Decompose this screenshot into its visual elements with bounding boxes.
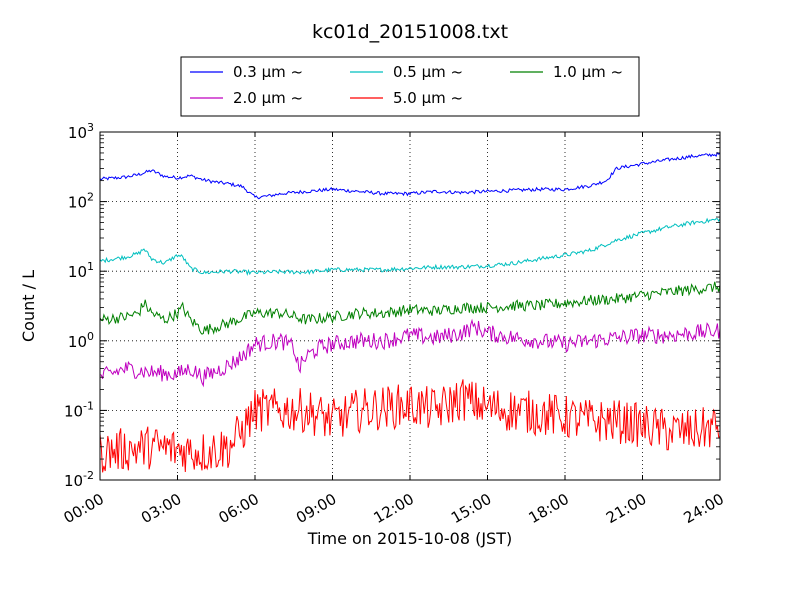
y-tick-exponent: 3 — [87, 121, 94, 134]
x-tick-label: 06:00 — [216, 490, 262, 527]
legend-label-3: 2.0 μm ~ — [233, 89, 303, 107]
legend-label-4: 5.0 μm ~ — [393, 89, 463, 107]
y-tick-label: 10-2 — [64, 469, 94, 490]
y-axis-label: Count / L — [19, 270, 38, 342]
y-tick-base: 10 — [68, 194, 87, 212]
series-line-1 — [99, 217, 721, 276]
axis-ticks: 00:00 03:00 06:00 09:00 12:00 15:00 18:00 21:00… — [61, 121, 727, 527]
series-lines — [99, 151, 721, 473]
y-tick-label: 103 — [68, 121, 94, 142]
x-tick-label: 12:00 — [371, 490, 417, 527]
x-tick-label: 18:00 — [526, 490, 572, 527]
y-tick-base: 10 — [64, 472, 83, 490]
y-tick-label: 102 — [68, 191, 94, 212]
legend-label-2: 1.0 μm ~ — [553, 63, 623, 81]
y-tick-base: 10 — [68, 333, 87, 351]
y-tick-base: 10 — [68, 263, 87, 281]
chart-title: kc01d_20151008.txt — [312, 21, 508, 43]
series-line-3 — [99, 318, 721, 388]
y-tick-base: 10 — [64, 402, 83, 420]
series-line-2 — [99, 281, 721, 336]
y-tick-label: 101 — [68, 260, 94, 281]
series-line-0 — [99, 151, 721, 200]
y-tick-exponent: 0 — [87, 330, 94, 343]
x-tick-label: 00:00 — [61, 490, 107, 527]
x-tick-label: 09:00 — [293, 490, 339, 527]
y-tick-exponent: -1 — [83, 399, 94, 412]
x-tick-label: 15:00 — [448, 490, 494, 527]
legend: 0.3 μm ~ 0.5 μm ~ 1.0 μm ~ 2.0 μm ~ 5.0 μm ~ — [180, 56, 640, 117]
y-tick-exponent: 1 — [87, 260, 94, 273]
x-tick-label: 24:00 — [681, 490, 727, 527]
x-tick-label: 03:00 — [138, 490, 184, 527]
legend-label-0: 0.3 μm ~ — [233, 63, 303, 81]
legend-label-1: 0.5 μm ~ — [393, 63, 463, 81]
x-tick-label: 21:00 — [603, 490, 649, 527]
legend-box — [180, 56, 640, 117]
y-tick-base: 10 — [68, 124, 87, 142]
y-tick-label: 100 — [68, 330, 94, 351]
series-line-4 — [99, 379, 721, 473]
y-tick-exponent: -2 — [83, 469, 94, 482]
y-tick-label: 10-1 — [64, 399, 94, 420]
y-tick-exponent: 2 — [87, 191, 94, 204]
x-axis-label: Time on 2015-10-08 (JST) — [307, 529, 512, 548]
grid — [100, 132, 720, 480]
